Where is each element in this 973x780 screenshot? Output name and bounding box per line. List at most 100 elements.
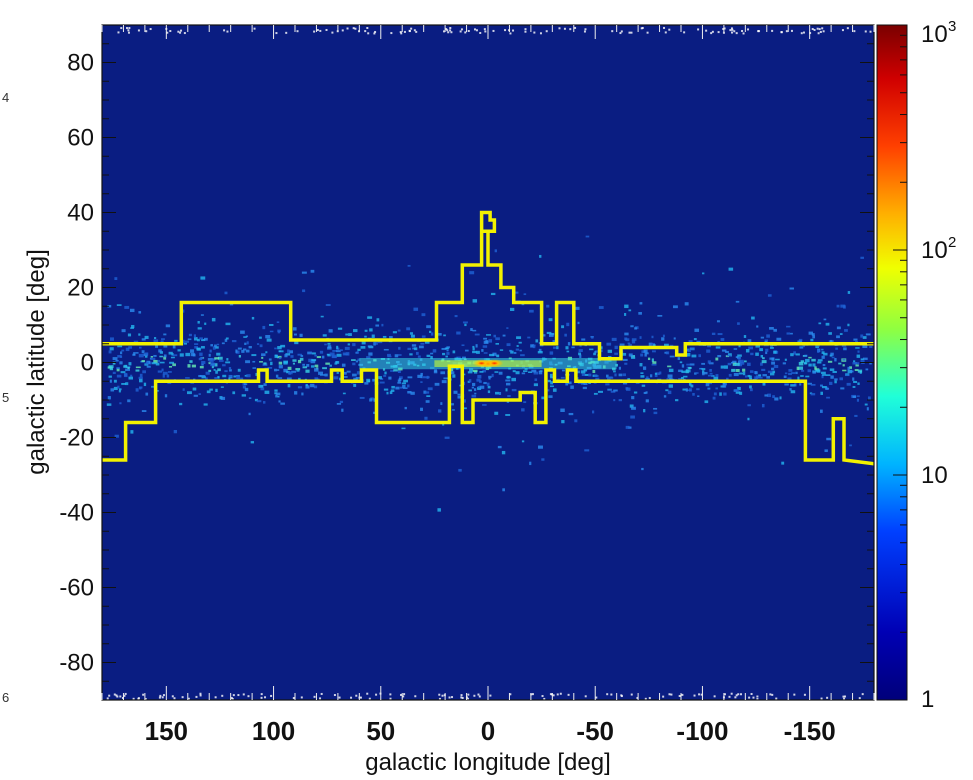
emission-cell [109, 367, 114, 371]
pole-speckle [320, 692, 323, 695]
emission-cell [297, 386, 303, 389]
emission-cell [139, 378, 143, 383]
pole-speckle [159, 694, 162, 697]
emission-cell [707, 387, 711, 390]
emission-cell [375, 324, 380, 327]
emission-cell [357, 358, 361, 362]
emission-cell [343, 376, 348, 378]
pole-speckle [325, 28, 328, 31]
emission-cell [402, 384, 406, 388]
emission-cell [509, 349, 512, 352]
emission-cell [198, 374, 202, 378]
emission-cell [325, 362, 330, 365]
emission-cell [625, 387, 629, 390]
emission-cell [641, 467, 644, 471]
emission-cell [811, 358, 816, 362]
emission-cell [721, 349, 727, 352]
emission-cell [163, 356, 167, 360]
emission-cell [310, 365, 315, 368]
emission-cell [355, 377, 360, 379]
emission-cell [613, 370, 616, 373]
emission-cell [397, 381, 402, 384]
emission-cell [567, 342, 571, 346]
emission-cell [222, 364, 226, 367]
emission-cell [470, 328, 473, 331]
emission-cell [336, 371, 339, 374]
emission-cell [379, 381, 385, 384]
emission-cell [776, 337, 782, 341]
emission-cell [611, 337, 617, 341]
emission-cell [693, 338, 697, 341]
emission-cell [811, 333, 815, 336]
emission-cell [397, 329, 401, 332]
emission-cell [659, 371, 662, 375]
emission-cell [244, 374, 248, 377]
emission-cell [327, 345, 332, 349]
emission-cell [582, 386, 587, 390]
emission-cell [685, 353, 691, 357]
emission-cell [130, 374, 133, 377]
emission-cell [215, 388, 218, 392]
emission-cell [701, 368, 706, 371]
emission-cell [421, 335, 426, 338]
emission-cell [618, 373, 623, 377]
emission-cell [472, 382, 476, 387]
emission-cell [407, 384, 410, 388]
emission-cell [716, 320, 720, 323]
emission-cell [479, 385, 485, 389]
pole-speckle [610, 693, 613, 696]
pole-speckle [477, 693, 480, 696]
pole-speckle [132, 697, 135, 700]
emission-cell [630, 355, 636, 358]
pole-speckle [144, 698, 147, 700]
emission-cell [468, 389, 472, 392]
emission-cell [842, 358, 846, 361]
emission-cell [564, 333, 567, 337]
emission-cell [628, 426, 632, 429]
emission-cell [855, 364, 859, 367]
emission-cell [812, 363, 816, 367]
emission-cell [749, 385, 752, 389]
pole-speckle [223, 29, 226, 32]
emission-cell [290, 355, 294, 358]
emission-cell [193, 394, 198, 397]
emission-cell [667, 374, 673, 378]
pole-speckle [171, 695, 174, 698]
pole-speckle [826, 696, 829, 699]
emission-cell [669, 355, 675, 358]
emission-cell [857, 369, 863, 373]
emission-cell [417, 374, 422, 378]
emission-cell [437, 508, 441, 512]
emission-cell [531, 369, 537, 373]
pole-speckle [664, 31, 667, 34]
emission-cell [442, 352, 446, 356]
pole-speckle [403, 30, 406, 33]
pole-speckle [374, 30, 377, 33]
pole-speckle [803, 693, 806, 696]
emission-cell [577, 321, 580, 325]
pole-speckle [446, 29, 449, 32]
emission-cell [547, 379, 551, 383]
emission-cell [742, 368, 746, 372]
emission-cell [109, 337, 114, 341]
emission-cell [155, 344, 158, 348]
emission-cell [566, 322, 570, 327]
emission-cell [112, 361, 116, 365]
emission-cell [344, 346, 350, 350]
pole-speckle [853, 30, 856, 33]
emission-cell [598, 390, 603, 393]
emission-cell [839, 333, 843, 335]
emission-cell [867, 396, 871, 400]
emission-cell [761, 368, 766, 372]
emission-cell [138, 386, 143, 389]
emission-cell [417, 355, 421, 358]
emission-cell [108, 365, 114, 369]
pole-speckle [648, 697, 651, 700]
emission-cell [139, 373, 143, 377]
pole-speckle [785, 30, 788, 33]
emission-cell [630, 415, 635, 419]
emission-cell [581, 338, 586, 341]
emission-cell [445, 347, 449, 350]
emission-cell [591, 336, 594, 339]
emission-cell [747, 404, 751, 407]
